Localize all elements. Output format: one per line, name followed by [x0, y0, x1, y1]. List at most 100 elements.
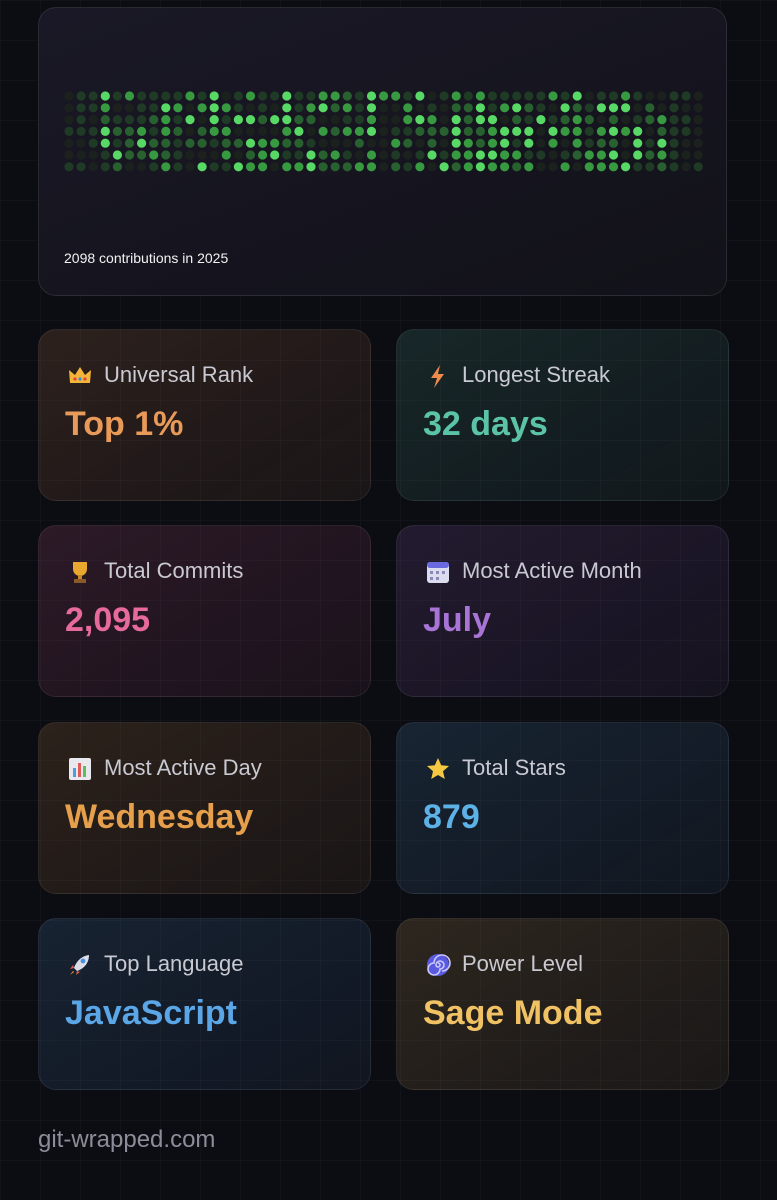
contribution-cell — [221, 91, 231, 101]
contribution-cell — [233, 150, 243, 160]
contribution-cell — [342, 150, 352, 160]
contribution-cell — [197, 91, 207, 101]
stat-value: 879 — [423, 798, 480, 836]
contribution-cell — [584, 103, 594, 113]
contribution-cell — [403, 103, 413, 113]
contribution-cell — [100, 91, 110, 101]
contribution-cell — [439, 150, 449, 160]
contribution-cell — [197, 103, 207, 113]
contribution-cell — [536, 138, 546, 148]
contribution-cell — [693, 126, 703, 136]
contribution-cell — [245, 126, 256, 136]
stat-card: Universal Rank Top 1% — [38, 329, 371, 501]
contribution-cell — [463, 150, 473, 160]
contribution-cell — [500, 115, 510, 125]
contribution-cell — [330, 126, 340, 136]
contribution-cell — [124, 138, 135, 148]
contribution-cell — [669, 162, 679, 172]
stat-label: Longest Streak — [462, 362, 610, 387]
contribution-cell — [657, 103, 667, 113]
contribution-cell — [536, 91, 546, 101]
contribution-cell — [354, 162, 364, 172]
contribution-cell — [512, 150, 522, 160]
calendar-icon — [427, 562, 449, 583]
contribution-cell — [306, 103, 316, 113]
contribution-cell — [161, 162, 171, 172]
contribution-cell — [185, 91, 195, 101]
contribution-cell — [621, 91, 631, 101]
contribution-cell — [645, 126, 655, 136]
contribution-cell — [621, 103, 631, 113]
contribution-cell — [621, 162, 631, 172]
contribution-cell — [354, 103, 364, 113]
contribution-cell — [451, 91, 461, 101]
stat-value: Sage Mode — [423, 994, 603, 1032]
contribution-cell — [584, 138, 594, 148]
stat-card: Top Language JavaScript — [38, 918, 371, 1090]
contribution-cell — [596, 162, 607, 172]
contribution-cell — [112, 150, 122, 160]
contribution-cell — [342, 126, 352, 136]
contribution-cell — [572, 150, 582, 160]
contribution-cell — [245, 162, 256, 172]
contribution-cell — [681, 126, 691, 136]
contribution-cell — [354, 138, 364, 148]
contribution-cell — [282, 138, 292, 148]
contribution-cell — [197, 138, 207, 148]
contribution-cell — [76, 91, 86, 101]
contribution-cell — [161, 138, 171, 148]
contribution-cell — [161, 103, 171, 113]
contribution-cell — [427, 91, 437, 101]
contribution-cell — [258, 162, 268, 172]
contribution-cell — [112, 138, 122, 148]
contribution-cell — [391, 91, 401, 101]
contribution-cell — [88, 91, 98, 101]
contribution-cell — [209, 126, 219, 136]
contribution-cell — [366, 150, 377, 160]
contribution-cell — [633, 103, 643, 113]
contribution-cell — [475, 162, 485, 172]
contribution-cell — [524, 103, 534, 113]
contribution-cell — [149, 138, 159, 148]
contribution-cell — [512, 126, 522, 136]
contribution-cell — [306, 91, 316, 101]
footer-link[interactable]: git-wrapped.com — [38, 1126, 216, 1153]
contribution-cell — [354, 126, 364, 136]
contribution-cell — [657, 91, 667, 101]
contribution-cell — [245, 91, 256, 101]
contribution-cell — [415, 162, 425, 172]
contribution-cell — [403, 91, 413, 101]
contribution-cell — [64, 103, 74, 113]
contribution-cell — [391, 103, 401, 113]
contribution-cell — [137, 162, 147, 172]
contribution-cell — [487, 138, 498, 148]
contribution-cell — [149, 150, 159, 160]
contribution-cell — [487, 115, 498, 125]
contribution-cell — [88, 162, 98, 172]
contribution-cell — [391, 150, 401, 160]
contribution-cell — [621, 150, 631, 160]
contribution-cell — [427, 150, 437, 160]
contribution-cell — [439, 115, 449, 125]
contribution-cell — [645, 103, 655, 113]
contribution-cell — [693, 115, 703, 125]
contribution-cell — [560, 126, 570, 136]
contribution-cell — [294, 126, 304, 136]
contribution-cell — [258, 150, 268, 160]
contribution-cell — [161, 126, 171, 136]
contribution-cell — [112, 91, 122, 101]
contribution-cell — [209, 103, 219, 113]
contribution-cell — [209, 150, 219, 160]
contribution-cell — [475, 103, 485, 113]
contribution-cell — [161, 150, 171, 160]
contribution-cell — [596, 150, 607, 160]
contribution-cell — [463, 115, 473, 125]
contribution-cell — [681, 115, 691, 125]
contribution-cell — [330, 103, 340, 113]
contribution-cell — [221, 162, 231, 172]
stat-card: Power Level Sage Mode — [396, 918, 729, 1090]
contribution-cell — [270, 138, 280, 148]
contribution-cell — [681, 103, 691, 113]
contribution-cell — [657, 126, 667, 136]
contribution-cell — [379, 126, 389, 136]
